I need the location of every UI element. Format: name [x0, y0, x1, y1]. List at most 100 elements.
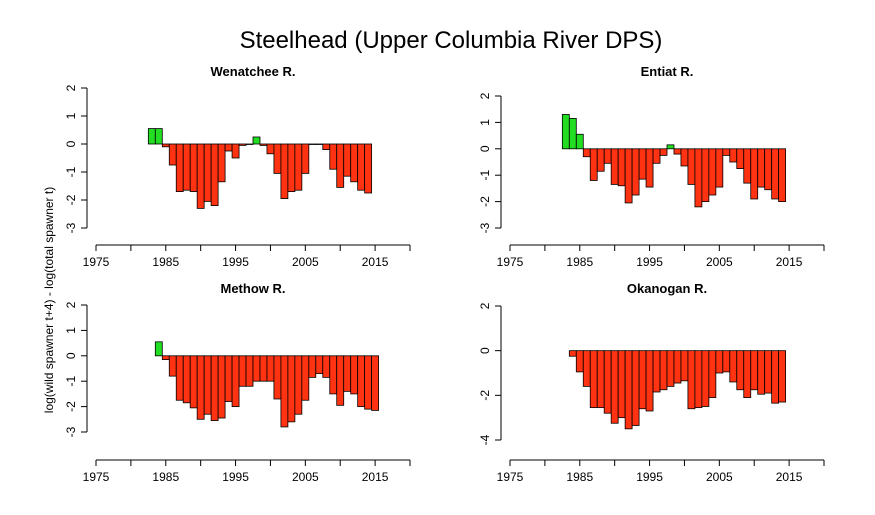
- bar: [287, 355, 296, 423]
- bar: [196, 143, 205, 209]
- bar: [722, 350, 731, 373]
- x-tick-label: 1975: [83, 470, 110, 484]
- bar: [266, 355, 275, 382]
- bar: [224, 355, 233, 402]
- panel-title: Wenatchee R.: [210, 64, 295, 79]
- bar: [175, 355, 184, 401]
- x-tick-label: 2015: [362, 255, 389, 269]
- bar: [238, 143, 247, 146]
- bar: [238, 355, 247, 387]
- bar: [624, 148, 633, 204]
- x-tick-label: 2015: [776, 470, 803, 484]
- bar: [652, 350, 661, 393]
- bar: [610, 350, 619, 424]
- bar: [750, 148, 759, 200]
- bar: [582, 350, 591, 387]
- y-tick-label: 1: [64, 112, 78, 119]
- bar: [673, 148, 682, 155]
- bar: [189, 143, 198, 192]
- bar: [357, 355, 366, 407]
- y-tick-label: 0: [64, 352, 78, 359]
- bar: [161, 143, 170, 148]
- bar: [322, 143, 331, 150]
- bar: [701, 148, 710, 203]
- bar: [217, 355, 226, 419]
- bar: [154, 128, 163, 145]
- bar: [743, 350, 752, 398]
- bar: [336, 143, 345, 188]
- bar: [596, 350, 605, 409]
- bar: [729, 350, 738, 383]
- bar: [771, 350, 780, 404]
- bar: [168, 143, 177, 166]
- bar: [652, 148, 661, 164]
- y-tick-label: -1: [478, 170, 492, 181]
- bar: [715, 350, 724, 374]
- bar: [624, 350, 633, 430]
- bar: [708, 350, 717, 398]
- bar: [266, 143, 275, 155]
- y-tick-label: 0: [478, 145, 492, 152]
- bar: [764, 148, 773, 191]
- panel-title: Entiat R.: [641, 64, 694, 79]
- bar: [631, 350, 640, 426]
- x-tick-label: 2005: [292, 470, 319, 484]
- bar: [617, 148, 626, 187]
- y-tick-label: 1: [478, 119, 492, 126]
- y-tick-label: 2: [478, 92, 492, 99]
- bar: [575, 133, 584, 150]
- bar: [189, 355, 198, 409]
- bar: [631, 148, 640, 196]
- bar: [568, 350, 577, 357]
- bar: [259, 143, 268, 146]
- bar: [273, 355, 282, 400]
- bar: [680, 350, 689, 382]
- bar: [245, 355, 254, 387]
- panel-title: Methow R.: [221, 281, 286, 296]
- x-tick-label: 2015: [362, 470, 389, 484]
- y-tick-label: -1: [64, 166, 78, 177]
- bar: [771, 148, 780, 200]
- bar: [343, 143, 352, 177]
- y-tick-label: -4: [478, 434, 492, 445]
- bar: [217, 143, 226, 183]
- bar: [589, 350, 598, 409]
- y-axis-label: log(wild spawner t+4) - log(total spawne…: [42, 187, 56, 413]
- bar: [350, 143, 359, 183]
- bar: [371, 355, 379, 411]
- bar: [764, 350, 773, 394]
- bar: [168, 355, 177, 377]
- bar: [687, 350, 696, 410]
- y-tick-label: -3: [64, 222, 78, 233]
- bar: [750, 350, 759, 391]
- bar: [175, 143, 184, 192]
- bar: [708, 148, 717, 196]
- bar: [568, 118, 577, 150]
- x-tick-label: 2005: [706, 470, 733, 484]
- bar: [182, 355, 191, 404]
- x-tick-label: 1985: [566, 470, 593, 484]
- bar: [231, 143, 240, 159]
- bar: [203, 143, 212, 202]
- x-tick-label: 1985: [152, 255, 179, 269]
- bar: [617, 350, 626, 419]
- x-tick-label: 1985: [152, 470, 179, 484]
- bar: [694, 148, 703, 208]
- panel-title: Okanogan R.: [627, 281, 707, 296]
- x-tick-label: 2005: [292, 255, 319, 269]
- bar: [645, 350, 654, 412]
- bar: [308, 355, 317, 378]
- bar: [561, 114, 570, 150]
- y-tick-label: -2: [64, 401, 78, 412]
- bar: [778, 350, 787, 403]
- bar: [736, 148, 745, 170]
- bar: [343, 355, 352, 392]
- bar: [252, 355, 261, 382]
- panel-2: Entiat R. 2 1 0 -1 -2 -3 1975 1985 1995 2005 2015: [478, 64, 825, 269]
- y-tick-label: 2: [64, 301, 78, 308]
- bar: [687, 148, 696, 185]
- chart-title: Steelhead (Upper Columbia River DPS): [240, 27, 663, 54]
- bar: [778, 148, 787, 203]
